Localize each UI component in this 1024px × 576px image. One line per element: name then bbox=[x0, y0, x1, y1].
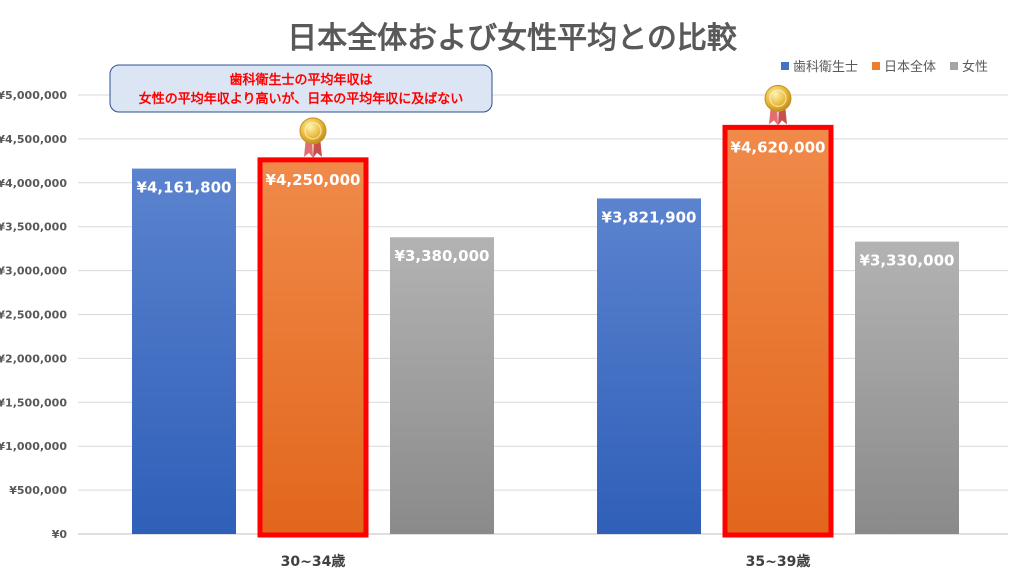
y-axis: ¥0 ¥500,000 ¥1,000,000 ¥1,500,000 ¥2,000,000… bbox=[0, 89, 67, 541]
bar bbox=[597, 198, 701, 534]
y-tick-label: ¥2,500,000 bbox=[0, 309, 67, 322]
legend: 歯科衛生士 日本全体 女性 bbox=[781, 59, 988, 75]
legend-swatch bbox=[950, 62, 958, 70]
bar bbox=[855, 241, 959, 534]
legend-item-japan-overall: 日本全体 bbox=[872, 59, 936, 75]
data-label: ¥4,250,000 bbox=[266, 171, 361, 189]
bar-highlight-frame bbox=[257, 157, 369, 538]
data-label: ¥4,620,000 bbox=[731, 138, 826, 156]
y-tick-label: ¥500,000 bbox=[9, 484, 67, 497]
y-tick-label: ¥3,000,000 bbox=[0, 265, 67, 278]
y-tick-label: ¥4,000,000 bbox=[0, 177, 67, 190]
medal-inner-ring bbox=[769, 89, 787, 107]
bar-highlight-frame bbox=[722, 124, 834, 538]
y-tick-label: ¥0 bbox=[52, 528, 68, 541]
legend-label: 歯科衛生士 bbox=[793, 60, 858, 75]
x-tick-label: 35~39歳 bbox=[746, 553, 811, 570]
bar bbox=[390, 237, 494, 534]
annotation-callout: 歯科衛生士の平均年収は 女性の平均年収より高いが、日本の平均年収に及ばない bbox=[109, 64, 493, 113]
legend-swatch bbox=[781, 62, 789, 70]
y-tick-label: ¥3,500,000 bbox=[0, 221, 67, 234]
callout-box bbox=[109, 64, 493, 113]
bars bbox=[132, 124, 959, 538]
legend-item-dental-hygienist: 歯科衛生士 bbox=[781, 60, 858, 75]
callout-line-2: 女性の平均年収より高いが、日本の平均年収に及ばない bbox=[139, 91, 463, 107]
data-label: ¥3,330,000 bbox=[860, 252, 955, 270]
x-tick-label: 30~34歳 bbox=[281, 553, 346, 570]
data-label: ¥3,821,900 bbox=[602, 208, 697, 226]
chart-title: 日本全体および女性平均との比較 bbox=[287, 21, 738, 56]
gold-medal-icon bbox=[299, 117, 327, 158]
medal-inner-ring bbox=[304, 122, 322, 140]
y-tick-label: ¥5,000,000 bbox=[0, 89, 67, 102]
medal-disc bbox=[764, 84, 792, 112]
legend-item-female: 女性 bbox=[950, 59, 988, 75]
data-labels: ¥4,161,800 ¥4,250,000 ¥3,380,000 ¥3,821,900… bbox=[137, 138, 955, 269]
data-label: ¥4,161,800 bbox=[137, 179, 232, 197]
y-tick-label: ¥1,000,000 bbox=[0, 440, 67, 453]
bar bbox=[132, 168, 236, 534]
legend-label: 日本全体 bbox=[884, 59, 936, 75]
y-tick-label: ¥2,000,000 bbox=[0, 352, 67, 365]
bar bbox=[261, 160, 365, 534]
legend-swatch bbox=[872, 62, 880, 70]
y-tick-label: ¥4,500,000 bbox=[0, 133, 67, 146]
medal-disc bbox=[299, 117, 327, 145]
legend-label: 女性 bbox=[962, 59, 988, 75]
bar bbox=[726, 128, 830, 534]
y-tick-label: ¥1,500,000 bbox=[0, 396, 67, 409]
gold-medal-icon bbox=[764, 84, 792, 126]
callout-line-1: 歯科衛生士の平均年収は bbox=[229, 72, 372, 88]
x-axis: 30~34歳 35~39歳 bbox=[281, 553, 811, 570]
data-label: ¥3,380,000 bbox=[395, 247, 490, 265]
medals bbox=[299, 84, 792, 158]
